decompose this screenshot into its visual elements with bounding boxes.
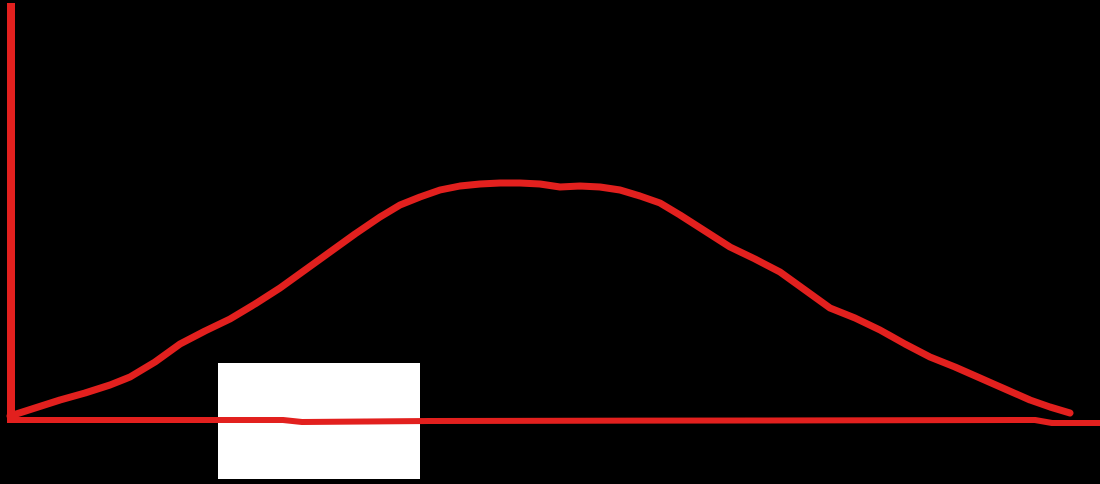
distribution-curve: [6, 179, 1074, 420]
x-axis-line: [7, 417, 1100, 426]
